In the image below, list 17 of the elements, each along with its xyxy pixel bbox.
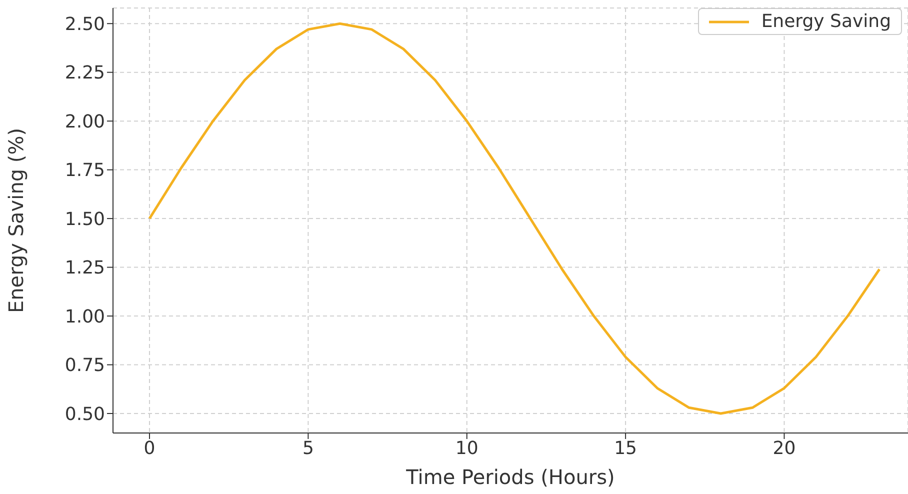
y-tick-label: 0.75 xyxy=(64,355,105,376)
y-axis-title: Energy Saving (%) xyxy=(4,128,28,314)
y-tick-label: 2.25 xyxy=(64,62,105,84)
legend-label: Energy Saving xyxy=(761,11,891,32)
x-tick-label: 15 xyxy=(614,438,637,459)
y-tick-label: 2.50 xyxy=(64,14,105,35)
x-tick-label: 0 xyxy=(144,438,156,459)
y-tick-label: 1.75 xyxy=(64,160,105,182)
y-tick-label: 2.00 xyxy=(64,111,105,132)
y-tick-label: 0.50 xyxy=(64,404,105,425)
x-tick-label: 10 xyxy=(455,438,478,459)
y-tick-label: 1.50 xyxy=(64,208,105,230)
y-tick-label: 1.00 xyxy=(64,306,105,328)
y-tick-label: 1.25 xyxy=(64,258,105,279)
x-tick-label: 5 xyxy=(302,438,314,459)
x-tick-label: 20 xyxy=(772,438,796,459)
x-axis-title: Time Periods (Hours) xyxy=(405,465,615,489)
